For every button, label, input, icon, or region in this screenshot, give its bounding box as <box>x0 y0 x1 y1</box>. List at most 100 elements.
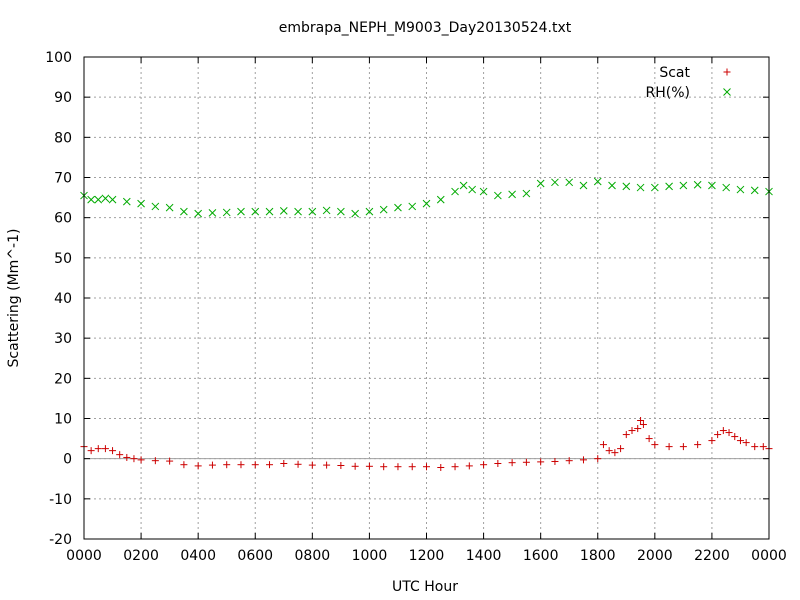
data-point <box>679 181 688 190</box>
grid <box>84 57 769 539</box>
data-point <box>639 421 647 429</box>
data-point <box>194 209 203 218</box>
data-point <box>194 462 202 470</box>
data-point <box>719 427 727 435</box>
data-point <box>365 207 374 216</box>
data-point <box>451 187 459 196</box>
data-point <box>611 449 619 457</box>
data-point <box>593 177 602 186</box>
data-point <box>605 447 613 455</box>
data-point <box>294 207 302 216</box>
x-tick-label: 1600 <box>523 548 559 564</box>
y-tick-label: 80 <box>54 130 72 146</box>
data-point <box>322 206 331 215</box>
data-point <box>479 187 488 196</box>
data-point <box>437 464 445 472</box>
data-point <box>459 181 468 190</box>
data-point <box>394 463 402 471</box>
data-point <box>522 189 531 198</box>
data-point <box>665 182 673 191</box>
chart-title: embrapa_NEPH_M9003_Day20130524.txt <box>279 20 572 36</box>
data-point <box>422 199 431 208</box>
x-tick-label: 1400 <box>466 548 502 564</box>
data-point <box>137 199 145 208</box>
data-point <box>222 208 231 217</box>
data-point <box>116 451 124 459</box>
y-tick-label: 90 <box>54 90 72 106</box>
data-point <box>166 457 174 465</box>
data-point <box>109 447 117 455</box>
data-point <box>722 183 731 192</box>
y-tick-label: 50 <box>54 251 72 267</box>
data-point <box>87 447 95 455</box>
data-point <box>634 425 642 433</box>
data-point <box>628 427 636 435</box>
data-point <box>636 183 645 192</box>
data-point <box>266 461 274 469</box>
data-point <box>750 186 759 195</box>
plot-series <box>80 177 773 472</box>
data-point <box>622 182 631 191</box>
legend-label: RH(%) <box>646 85 690 101</box>
series-rh <box>80 177 773 218</box>
x-tick-label: 0000 <box>66 548 102 564</box>
x-tick-label: 2000 <box>637 548 673 564</box>
data-point <box>408 463 416 471</box>
data-point <box>436 195 445 204</box>
data-point <box>480 461 488 469</box>
series-scat <box>80 417 773 472</box>
data-point <box>751 443 759 451</box>
legend-label: Scat <box>659 65 690 81</box>
data-point <box>645 435 653 443</box>
data-point <box>594 455 602 463</box>
data-point <box>308 207 317 216</box>
x-tick-label: 1000 <box>352 548 388 564</box>
data-point <box>365 462 373 470</box>
data-point <box>565 178 574 187</box>
data-point <box>408 202 417 211</box>
data-point <box>693 180 702 189</box>
x-tick-label: 1200 <box>409 548 445 564</box>
data-point <box>279 206 288 215</box>
x-tick-label: 0200 <box>123 548 159 564</box>
data-point <box>465 462 473 470</box>
data-point <box>137 456 145 464</box>
data-point <box>551 178 559 187</box>
y-tick-label: 70 <box>54 171 72 187</box>
data-point <box>637 417 645 425</box>
y-tick-label: -10 <box>49 492 72 508</box>
data-point <box>622 431 630 439</box>
legend: Scat RH(%) <box>646 65 731 101</box>
x-tick-label: 0400 <box>180 548 216 564</box>
data-point <box>665 443 673 451</box>
data-point <box>742 439 750 447</box>
data-point <box>494 459 502 467</box>
data-point <box>551 457 559 465</box>
data-point <box>280 459 288 467</box>
data-point <box>237 207 245 216</box>
y-tick-label: 100 <box>45 50 72 66</box>
data-point <box>323 461 331 469</box>
data-point <box>122 197 131 206</box>
y-tick-label: 10 <box>54 412 72 428</box>
data-point <box>94 445 102 453</box>
data-point <box>651 441 659 449</box>
y-axis-label: Scattering (Mm^-1) <box>6 229 22 368</box>
data-point <box>599 441 607 449</box>
legend-marker <box>723 88 731 96</box>
data-point <box>101 194 110 203</box>
data-point <box>251 207 260 216</box>
data-point <box>337 461 345 469</box>
data-point <box>679 443 687 451</box>
data-point <box>725 429 733 437</box>
data-point <box>759 443 767 451</box>
data-point <box>208 461 216 469</box>
data-point <box>608 181 616 190</box>
data-point <box>351 462 359 470</box>
data-point <box>579 181 588 190</box>
data-point <box>101 445 109 453</box>
data-point <box>736 437 744 445</box>
legend-marker <box>723 68 731 76</box>
data-point <box>165 203 174 212</box>
data-point <box>94 195 103 204</box>
